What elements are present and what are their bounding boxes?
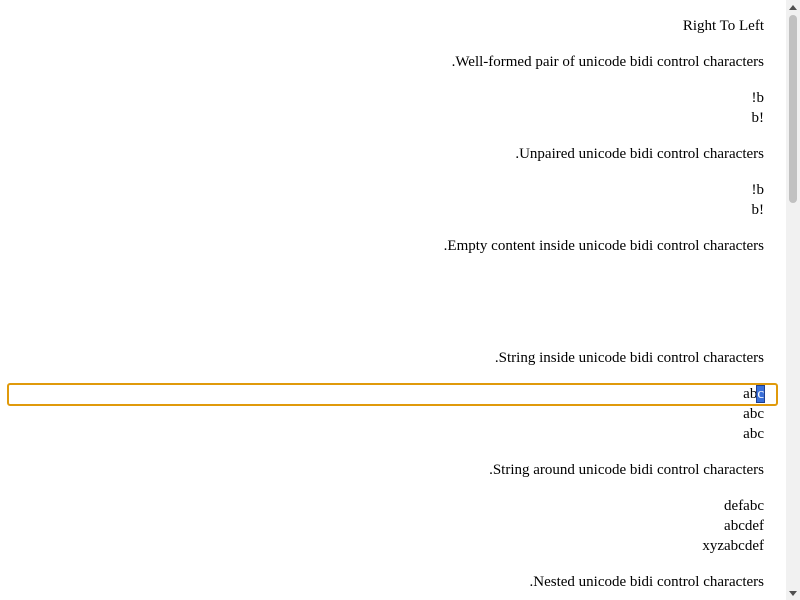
section-heading-nested: .Nested unicode bidi control characters <box>529 574 765 590</box>
section-heading-empty: .Empty content inside unicode bidi contr… <box>443 238 764 254</box>
focused-editable-line[interactable] <box>7 383 778 406</box>
selected-character: c <box>756 385 765 403</box>
test-line: abc <box>743 406 764 422</box>
scroll-thumb[interactable] <box>789 15 797 203</box>
test-line: xyzabcdef <box>702 538 764 554</box>
test-line: b! <box>751 110 765 126</box>
test-line: !b <box>751 182 765 198</box>
test-line: abc <box>743 426 764 442</box>
page-title: Right To Left <box>682 18 764 34</box>
scroll-up-arrow-icon[interactable] <box>786 0 800 14</box>
section-heading-string-around: .String around unicode bidi control char… <box>489 462 764 478</box>
section-heading-wellformed: .Well-formed pair of unicode bidi contro… <box>451 54 764 70</box>
test-line: defabc <box>724 498 764 514</box>
scroll-down-arrow-icon[interactable] <box>786 586 800 600</box>
focused-line-text[interactable]: abc <box>743 384 765 404</box>
section-heading-string-inside: .String inside unicode bidi control char… <box>494 350 764 366</box>
text-before-caret: ab <box>743 386 758 402</box>
test-line: b! <box>751 202 765 218</box>
vertical-scrollbar[interactable] <box>786 0 800 600</box>
section-heading-unpaired: .Unpaired unicode bidi control character… <box>515 146 764 162</box>
test-line: abcdef <box>724 518 764 534</box>
test-line: !b <box>751 90 765 106</box>
